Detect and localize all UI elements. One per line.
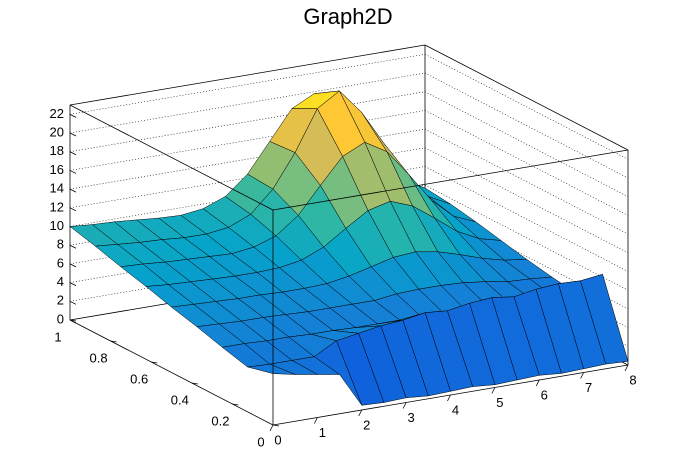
z-tick-label: 10 [50,218,64,233]
z-tick-label: 12 [50,199,64,214]
z-tick-label: 4 [57,274,64,289]
y-tick-label: 0.2 [211,413,229,428]
y-tick-label: 1 [54,329,61,344]
z-tick-label: 22 [50,106,64,121]
y-tick-label: 0 [257,434,264,449]
z-tick-label: 6 [57,255,64,270]
z-tick [69,282,77,286]
x-tick [402,402,407,409]
box-edge [69,319,274,426]
grid-line [69,110,629,216]
z-tick-label: 0 [57,311,64,326]
box-edge [424,44,629,151]
z-tick [69,170,77,174]
x-tick-label: 5 [496,395,503,410]
x-tick [624,364,629,372]
grid-line [69,53,629,160]
z-tick [69,207,77,212]
y-tick-label: 0.8 [90,350,108,365]
x-tick [535,379,540,387]
x-tick-label: 7 [585,380,592,395]
x-tick-label: 8 [629,372,636,387]
x-tick [491,387,496,394]
z-tick-label: 14 [50,181,64,196]
y-tick [272,424,280,427]
x-tick [314,417,318,424]
z-tick-label: 2 [57,293,64,308]
z-tick [69,244,77,249]
z-tick [69,151,77,156]
x-tick-label: 3 [408,410,415,425]
y-tick [110,340,117,343]
x-tick-label: 2 [363,417,370,432]
x-tick-label: 4 [452,402,459,417]
x-tick [358,409,363,417]
z-tick [69,113,77,118]
z-tick-label: 18 [50,143,64,158]
y-tick [69,319,77,322]
box-edge [272,149,629,211]
z-tick-label: 8 [57,237,64,252]
grid-line [69,72,629,179]
x-tick-label: 1 [319,425,326,440]
grid-line [69,147,629,254]
box-edge [69,104,274,211]
box-edge [69,44,426,106]
z-tick [69,188,77,193]
x-tick-label: 6 [541,387,548,402]
y-tick [151,361,158,364]
grid-line [69,128,629,235]
z-tick-label: 20 [50,124,64,139]
y-tick [232,403,239,406]
z-tick [69,263,77,268]
x-tick-label: 0 [274,432,281,447]
grid-line [69,166,629,272]
x-tick [269,424,274,432]
x-tick [447,394,451,402]
z-tick [69,300,77,305]
z-tick [69,132,77,137]
y-tick-label: 0.4 [171,392,189,407]
z-tick-label: 16 [50,162,64,177]
x-tick [580,372,584,379]
grid-line [69,91,629,197]
y-tick [191,382,198,385]
chart-title: Graph2D [303,4,392,29]
surface-patch [247,363,296,375]
y-tick-label: 0.6 [130,371,148,386]
